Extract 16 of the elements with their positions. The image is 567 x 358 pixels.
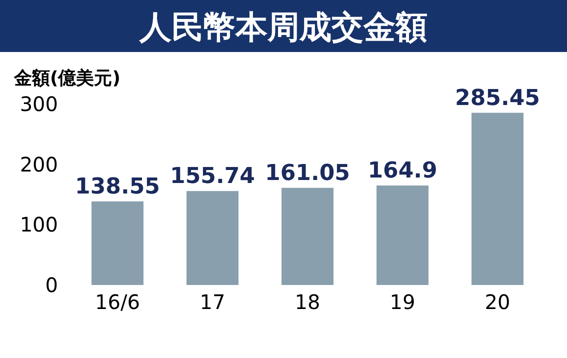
data-label: 164.9 (368, 158, 438, 184)
data-label: 161.05 (265, 160, 350, 186)
chart-title: 人民幣本周成交金額 (138, 8, 428, 46)
data-label: 285.45 (455, 86, 540, 111)
y-axis-title: 金額(億美元) (13, 68, 120, 89)
data-label: 155.74 (170, 164, 255, 190)
x-tick-label: 17 (200, 290, 226, 314)
y-tick-label: 300 (20, 92, 58, 116)
y-tick-label: 100 (20, 212, 58, 237)
y-tick-label: 200 (20, 152, 58, 176)
x-tick-label: 16/6 (95, 290, 140, 314)
x-tick-label: 18 (294, 290, 320, 314)
x-tick-label: 19 (390, 290, 416, 314)
data-label: 138.55 (75, 174, 160, 200)
y-tick-label: 0 (45, 273, 58, 297)
x-tick-label: 20 (484, 290, 510, 314)
